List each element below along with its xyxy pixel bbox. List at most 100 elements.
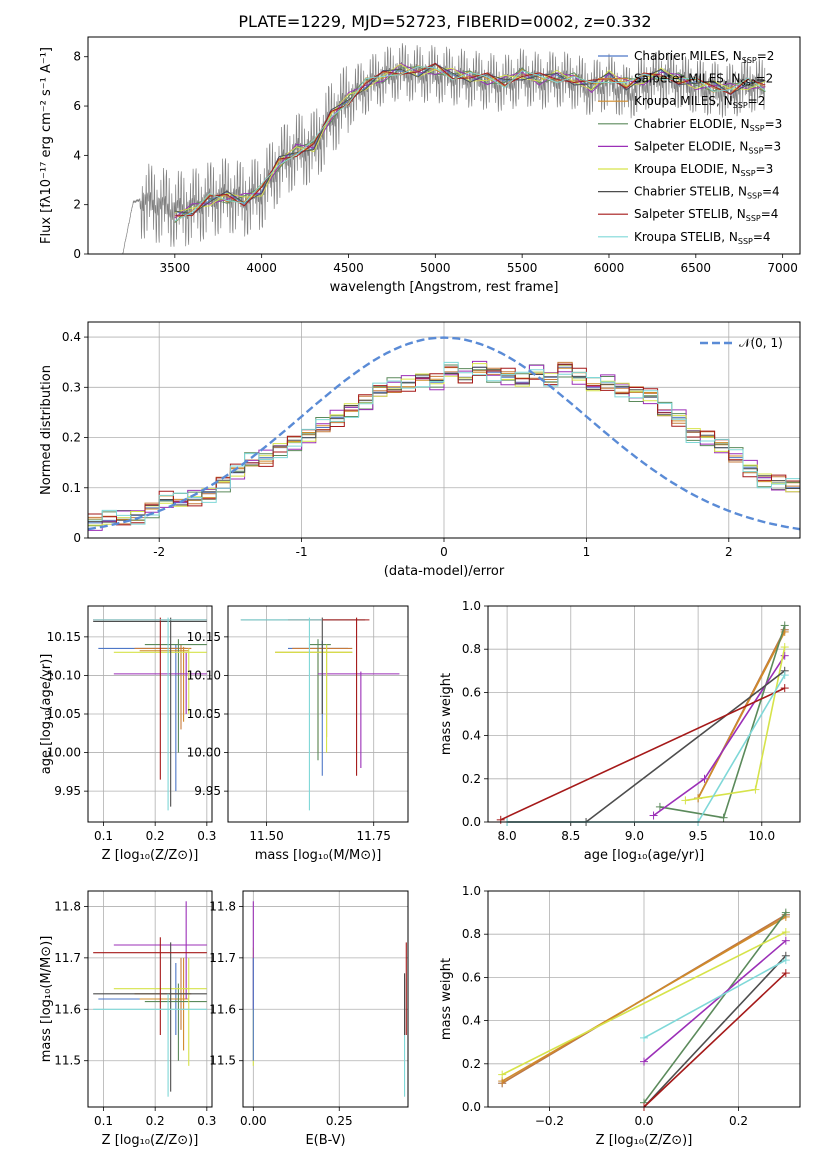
y-tick-label: 0 [73, 531, 81, 545]
x-tick-label: 9.0 [625, 829, 644, 843]
y-tick-label: 10.00 [187, 746, 221, 760]
legend-entry: Kroupa MILES, NSSP=2 [634, 94, 765, 110]
legend-entry: Salpeter MILES, NSSP=2 [634, 72, 773, 88]
y-tick-label: 0.2 [462, 772, 481, 786]
y-tick-label: 11.8 [209, 899, 236, 913]
panel-6 [84, 891, 212, 1111]
axes-frame [87, 890, 213, 1108]
axes-frame [227, 605, 409, 823]
y-tick-label: 0.0 [462, 1100, 481, 1114]
y-tick-label: 10.05 [187, 707, 221, 721]
y-tick-label: 1.0 [462, 884, 481, 898]
y-tick-label: 0.8 [462, 927, 481, 941]
y-tick-label: 11.8 [54, 899, 81, 913]
y-tick-label: 11.6 [54, 1002, 81, 1016]
histogram [88, 361, 800, 525]
y-tick-label: 0.4 [462, 729, 481, 743]
x-axis-label: Z [log₁₀(Z/Z⊙)] [102, 1133, 199, 1148]
y-tick-label: 0.2 [62, 431, 81, 445]
y-tick-label: 0.6 [462, 685, 481, 699]
x-axis-label: age [log₁₀(age/yr)] [584, 848, 705, 863]
x-tick-label: 7000 [767, 261, 798, 275]
x-tick-label: 0.3 [197, 1114, 216, 1128]
axes-frame [87, 605, 213, 823]
y-tick-label: 0.3 [62, 380, 81, 394]
y-axis-label: age [log₁₀(age/yr)] [39, 654, 54, 775]
x-tick-label: 0.00 [240, 1114, 267, 1128]
x-tick-label: 1 [583, 545, 591, 559]
panel-3 [84, 606, 212, 826]
weight-line [643, 940, 787, 1063]
weight-line [501, 931, 787, 1076]
model-salpeter-elodie [174, 62, 766, 219]
y-tick-label: 11.6 [209, 1002, 236, 1016]
y-tick-label: 0.2 [462, 1057, 481, 1071]
x-tick-label: 0.3 [197, 829, 216, 843]
axes-frame [242, 890, 409, 1108]
x-axis-label: wavelength [Angstrom, rest frame] [330, 280, 559, 295]
legend-entry: Chabrier ELODIE, NSSP=3 [634, 117, 782, 133]
weight-line [500, 687, 786, 821]
weight-line [659, 625, 786, 819]
x-tick-label: 0.1 [94, 829, 113, 843]
x-tick-label: 4500 [333, 261, 364, 275]
y-tick-label: 6 [73, 99, 81, 113]
legend-entry: Salpeter STELIB, NSSP=4 [634, 207, 778, 223]
x-axis-label: mass [log₁₀(M/M⊙)] [255, 848, 382, 863]
axes-frame [87, 321, 801, 539]
y-tick-label: 11.7 [54, 951, 81, 965]
y-tick-label: 10.10 [47, 668, 81, 682]
y-tick-label: 0 [73, 247, 81, 261]
x-tick-label: 4000 [246, 261, 277, 275]
x-tick-label: 0.25 [326, 1114, 353, 1128]
y-tick-label: 11.5 [209, 1054, 236, 1068]
x-tick-label: 5000 [420, 261, 451, 275]
panel-8 [484, 890, 800, 1111]
x-tick-label: 2 [725, 545, 733, 559]
legend-entry: Chabrier STELIB, NSSP=4 [634, 185, 780, 201]
y-axis-label: Normed distribution [39, 365, 54, 495]
x-tick-label: 0.2 [146, 829, 165, 843]
model-kroupa-elodie [174, 63, 766, 213]
panel-2 [84, 322, 801, 542]
axes-frame [487, 605, 801, 823]
weight-line [643, 959, 787, 1039]
panel-1 [84, 43, 784, 258]
figure-title: PLATE=1229, MJD=52723, FIBERID=0002, z=0… [238, 12, 652, 31]
x-tick-label: 8.5 [561, 829, 580, 843]
x-tick-label: 10.0 [748, 829, 775, 843]
panel-5 [484, 605, 800, 826]
weight-line [697, 631, 786, 799]
x-tick-label: -2 [153, 545, 165, 559]
y-axis-label: mass weight [439, 673, 454, 755]
y-tick-label: 4 [73, 148, 81, 162]
y-tick-label: 10.10 [187, 668, 221, 682]
y-axis-label: mass weight [439, 958, 454, 1040]
x-tick-label: 9.5 [689, 829, 708, 843]
x-tick-label: 5500 [507, 261, 538, 275]
x-tick-label: 11.50 [249, 829, 283, 843]
x-axis-label: Z [log₁₀(Z/Z⊙)] [596, 1133, 693, 1148]
x-tick-label: 11.75 [357, 829, 391, 843]
x-tick-label: 6500 [681, 261, 712, 275]
y-tick-label: 10.05 [47, 707, 81, 721]
y-tick-label: 0.6 [462, 970, 481, 984]
y-tick-label: 0.8 [462, 642, 481, 656]
panel-7 [239, 891, 408, 1111]
y-tick-label: 1.0 [462, 599, 481, 613]
y-tick-label: 10.15 [47, 630, 81, 644]
x-tick-label: 6000 [594, 261, 625, 275]
y-tick-label: 0.1 [62, 481, 81, 495]
x-tick-label: 0.0 [634, 1114, 653, 1128]
panel-4 [224, 606, 408, 826]
y-tick-label: 0.4 [62, 330, 81, 344]
y-tick-label: 9.95 [194, 784, 221, 798]
weight-line [507, 674, 786, 823]
y-axis-label: mass [log₁₀(M/M⊙)] [39, 936, 54, 1063]
x-tick-label: 3500 [160, 261, 191, 275]
x-tick-label: 8.0 [498, 829, 517, 843]
x-tick-label: 0.1 [94, 1114, 113, 1128]
x-axis-label: E(B-V) [305, 1133, 345, 1148]
weight-line [643, 972, 787, 1108]
